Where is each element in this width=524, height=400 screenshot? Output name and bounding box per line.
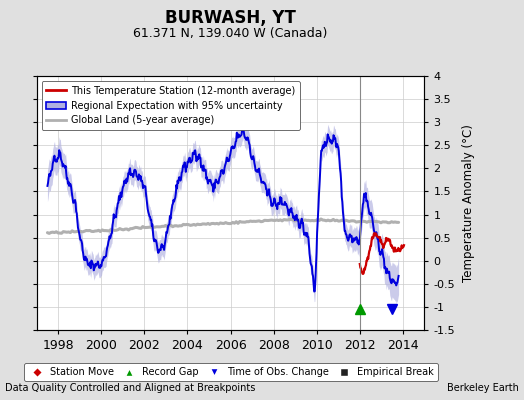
Y-axis label: Temperature Anomaly (°C): Temperature Anomaly (°C) (462, 124, 475, 282)
Text: Data Quality Controlled and Aligned at Breakpoints: Data Quality Controlled and Aligned at B… (5, 383, 256, 393)
Text: BURWASH, YT: BURWASH, YT (165, 9, 296, 27)
Legend: Station Move, Record Gap, Time of Obs. Change, Empirical Break: Station Move, Record Gap, Time of Obs. C… (24, 363, 438, 381)
Text: Berkeley Earth: Berkeley Earth (447, 383, 519, 393)
Text: 61.371 N, 139.040 W (Canada): 61.371 N, 139.040 W (Canada) (134, 28, 328, 40)
